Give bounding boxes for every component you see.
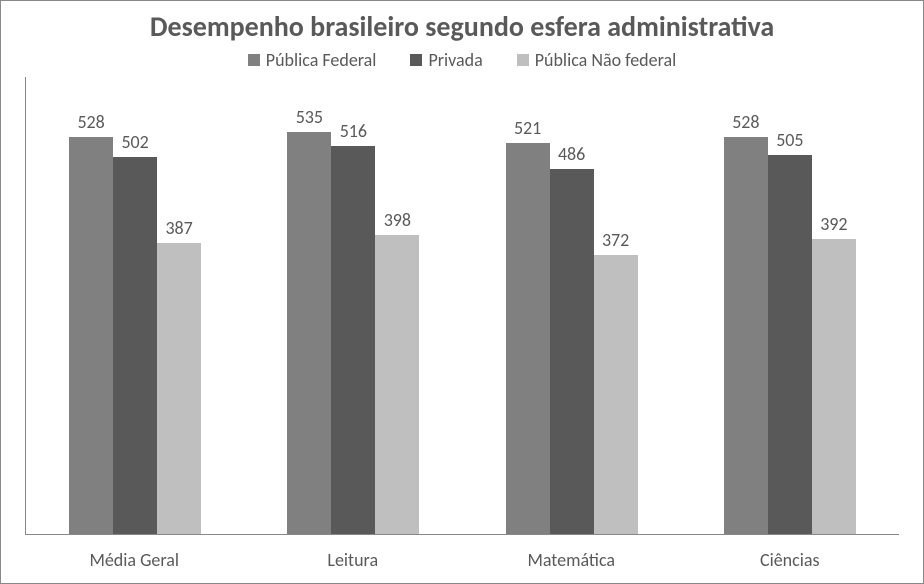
bar-column: 502	[113, 83, 157, 534]
value-label: 502	[121, 131, 148, 153]
chart-title: Desempenho brasileiro segundo esfera adm…	[25, 11, 899, 43]
bar	[724, 137, 768, 534]
value-label: 535	[296, 106, 323, 128]
plot-area: 528 502 387 535 516 398 521 486 372 528 505 392	[25, 77, 899, 535]
bar-column: 528	[724, 83, 768, 534]
legend-label: Pública Não federal	[535, 49, 677, 71]
value-label: 505	[776, 129, 803, 151]
bar-column: 398	[375, 83, 419, 534]
bar-column: 392	[812, 83, 856, 534]
bar-column: 505	[768, 83, 812, 534]
bar-column: 516	[331, 83, 375, 534]
x-axis-label: Leitura	[244, 549, 463, 571]
legend-swatch	[410, 54, 422, 66]
bar	[375, 235, 419, 534]
bar	[812, 239, 856, 534]
bar-column: 528	[69, 83, 113, 534]
legend: Pública Federal Privada Pública Não federa…	[25, 49, 899, 71]
bar	[506, 143, 550, 534]
value-label: 387	[165, 217, 192, 239]
bar	[287, 132, 331, 534]
plot-wrap: 528 502 387 535 516 398 521 486 372 528 505 392 Méd…	[25, 77, 899, 571]
bar-column: 535	[287, 83, 331, 534]
legend-item: Pública Não federal	[517, 49, 677, 71]
legend-item: Pública Federal	[248, 49, 377, 71]
value-label: 528	[77, 111, 104, 133]
legend-swatch	[517, 54, 529, 66]
value-label: 392	[820, 213, 847, 235]
legend-swatch	[248, 54, 260, 66]
legend-label: Privada	[428, 49, 482, 71]
bar-group: 528 502 387	[26, 83, 244, 534]
legend-item: Privada	[410, 49, 482, 71]
value-label: 398	[384, 209, 411, 231]
value-label: 521	[514, 117, 541, 139]
x-axis-label: Matemática	[462, 549, 681, 571]
bar	[550, 169, 594, 534]
x-axis-label: Média Geral	[25, 549, 244, 571]
value-label: 528	[732, 111, 759, 133]
bar	[594, 255, 638, 535]
legend-label: Pública Federal	[266, 49, 377, 71]
x-axis-label: Ciências	[681, 549, 900, 571]
bar	[331, 146, 375, 534]
bar-column: 372	[594, 83, 638, 534]
x-axis: Média GeralLeituraMatemáticaCiências	[25, 549, 899, 571]
chart-frame: Desempenho brasileiro segundo esfera adm…	[0, 0, 924, 584]
bar	[768, 155, 812, 534]
bar-column: 521	[506, 83, 550, 534]
bar-column: 387	[157, 83, 201, 534]
bar-column: 486	[550, 83, 594, 534]
bar	[157, 243, 201, 534]
bar	[113, 157, 157, 534]
bar	[69, 137, 113, 534]
value-label: 372	[602, 229, 629, 251]
bar-group: 521 486 372	[463, 83, 681, 534]
bar-group: 535 516 398	[244, 83, 462, 534]
value-label: 516	[340, 120, 367, 142]
value-label: 486	[558, 143, 585, 165]
bar-group: 528 505 392	[681, 83, 899, 534]
